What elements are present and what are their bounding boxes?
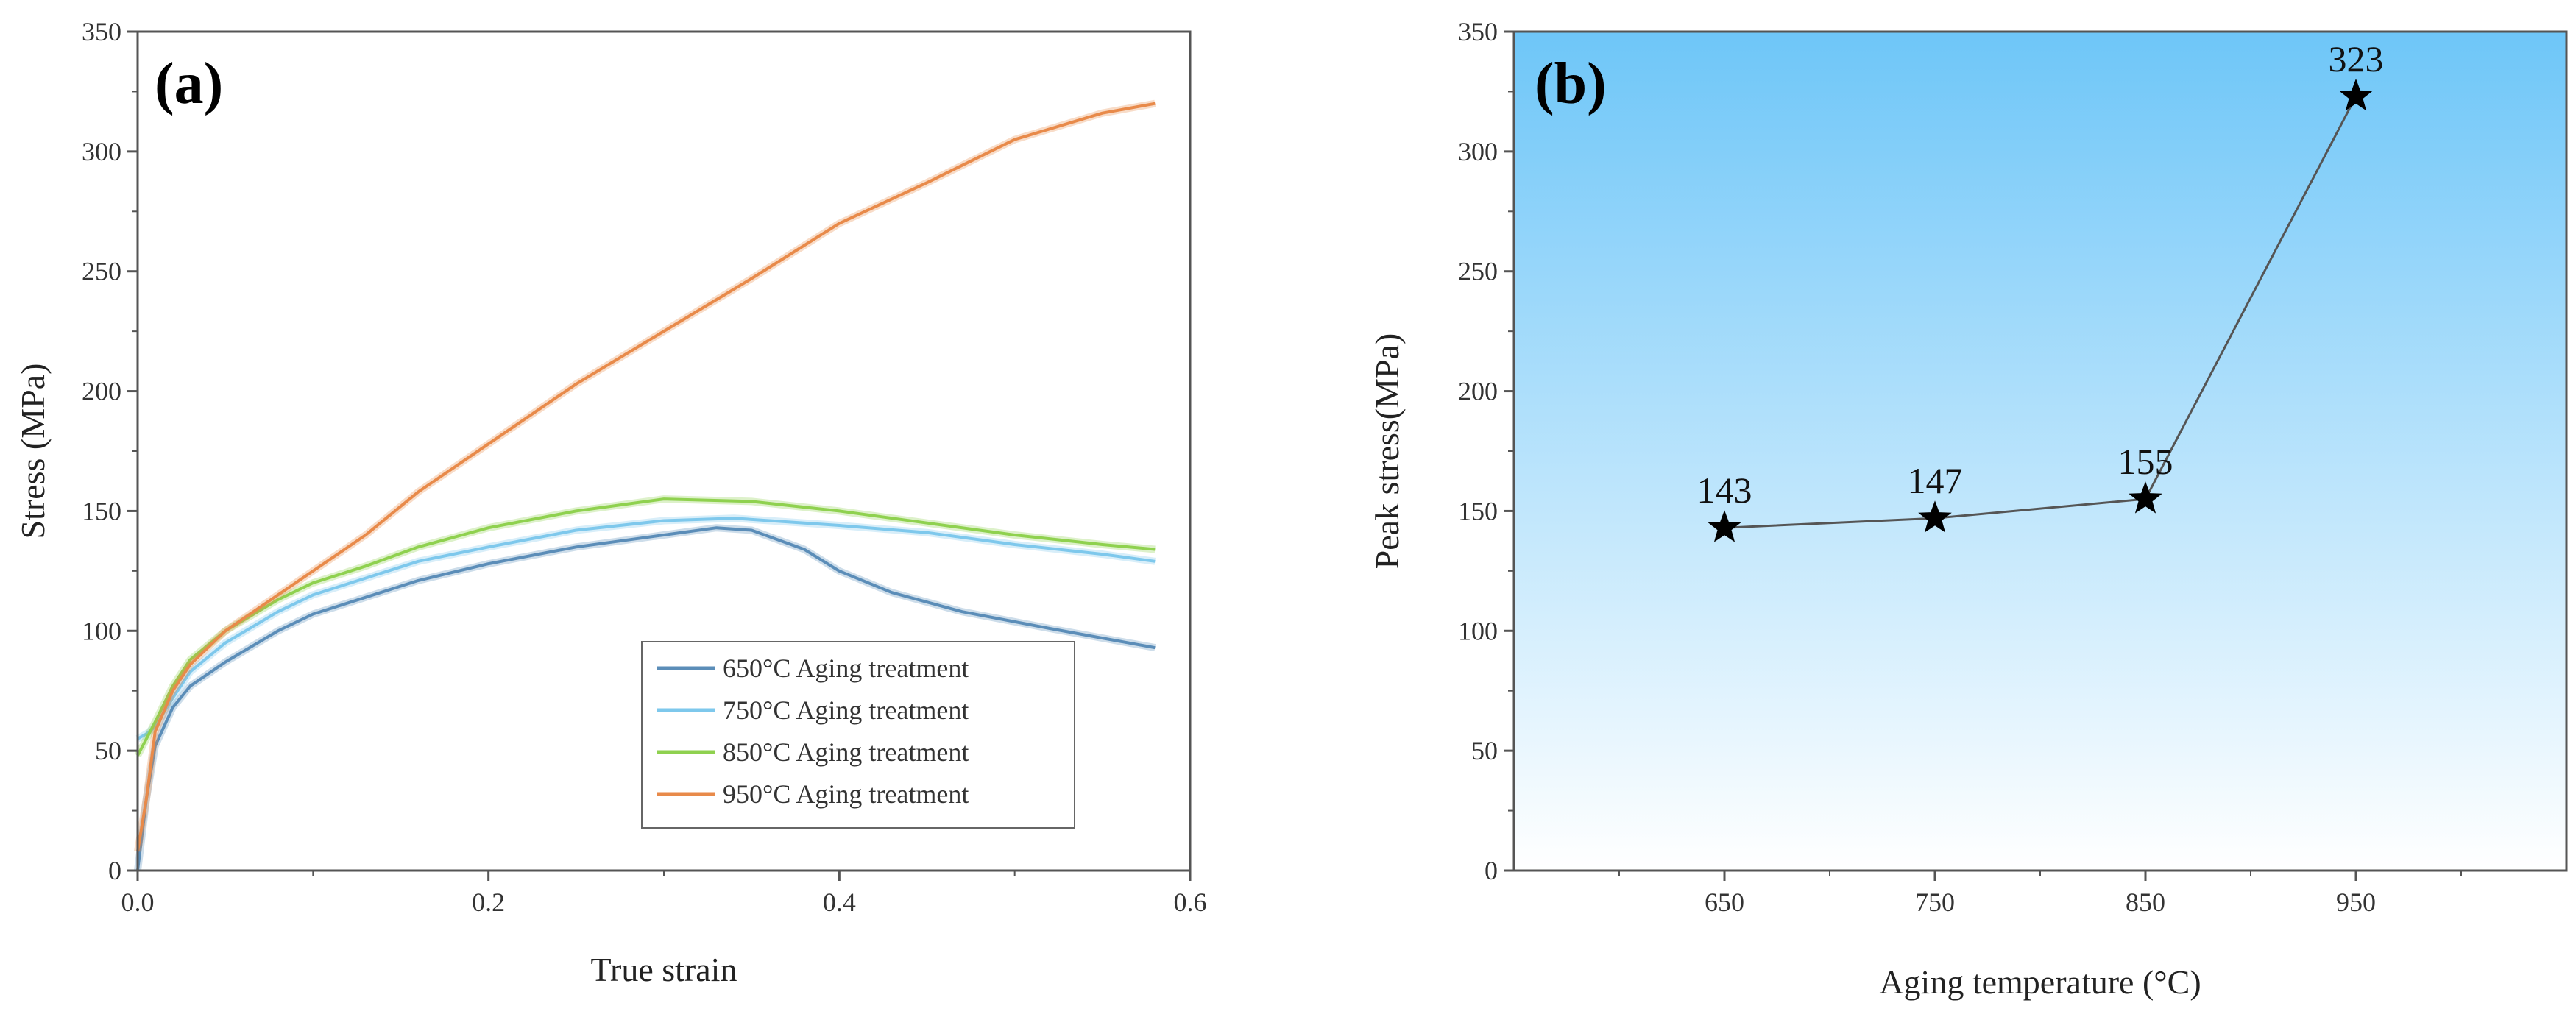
panel-a-y-tick-label: 0 — [108, 856, 121, 885]
legend-box — [641, 641, 1075, 829]
panel-b-data-label: 155 — [2118, 441, 2173, 482]
panel-b-plot-background — [1514, 32, 2566, 871]
legend-label: 750°C Aging treatment — [723, 695, 969, 725]
panel-a-x-tick-label: 0.2 — [472, 887, 505, 917]
panel-a-y-tick-label: 200 — [82, 377, 121, 406]
panel-a-y-tick-label: 250 — [82, 257, 121, 286]
panel-a-y-tick-label: 350 — [82, 17, 121, 46]
panel-a-series-line — [136, 102, 1156, 852]
panel-a-y-tick-label: 300 — [82, 137, 121, 166]
panel-b-y-tick-label: 100 — [1458, 616, 1498, 645]
panel-b-star-marker — [1708, 510, 1741, 542]
panel-b-y-tick-label: 300 — [1458, 137, 1498, 166]
panel-a-series-line — [137, 517, 1156, 740]
panel-b-star-marker — [1918, 500, 1952, 533]
panel-b-x-tick-label: 950 — [2336, 887, 2376, 917]
panel-a-label: (a) — [155, 52, 223, 116]
panel-a-x-tick-label: 0.4 — [823, 887, 856, 917]
panel-b-chart: 143 147 155 323 0 50 100 150 200 250 300 350 650 750… — [1368, 17, 2568, 1001]
panel-b-y-tick-label: 250 — [1458, 257, 1498, 286]
panel-b-y-tick-label: 150 — [1458, 496, 1498, 525]
panel-a-y-tick-label: 50 — [95, 736, 121, 765]
panel-b-data-label: 323 — [2329, 38, 2384, 79]
panel-a-x-tick-label: 0.0 — [121, 887, 155, 917]
panel-a-legend: 650°C Aging treatment 750°C Aging treatme… — [641, 641, 1075, 829]
panel-b-data-label: 147 — [1908, 460, 1963, 501]
panel-b-x-axis-title: Aging temperature (°C) — [1879, 963, 2201, 1001]
panel-b-x-tick-label: 650 — [1705, 887, 1744, 917]
panel-a-series-line — [136, 526, 1156, 871]
panel-a-x-tick-label: 0.6 — [1174, 887, 1207, 917]
panel-b-series-line — [1724, 96, 2357, 529]
panel-b-x-tick-label: 850 — [2126, 887, 2165, 917]
panel-b-star-marker — [2129, 481, 2162, 514]
legend-label: 850°C Aging treatment — [723, 737, 969, 767]
panel-a-y-axis-title: Stress (MPa) — [14, 364, 52, 539]
panel-b-x-tick-label: 750 — [1915, 887, 1955, 917]
panel-b-y-tick-label: 0 — [1485, 856, 1498, 885]
panel-b-label: (b) — [1535, 52, 1607, 116]
panel-a-series-line — [136, 497, 1156, 757]
panel-b-y-tick-label: 200 — [1458, 377, 1498, 406]
panel-b-star-marker — [2339, 78, 2373, 111]
panel-b-data-label: 143 — [1697, 470, 1752, 511]
legend-label: 950°C Aging treatment — [723, 779, 969, 809]
panel-a-x-axis-title: True strain — [591, 951, 737, 988]
panel-b-y-tick-label: 350 — [1458, 17, 1498, 46]
panel-a-y-tick-label: 100 — [82, 616, 121, 645]
panel-a-chart: 0 50 100 150 200 250 300 350 0.0 0.2 0.4 0.6 (a) Tr… — [14, 17, 1207, 988]
panel-b-y-axis-title: Peak stress(MPa) — [1368, 333, 1406, 570]
panel-a-y-tick-label: 150 — [82, 496, 121, 525]
panel-b-y-tick-label: 50 — [1471, 736, 1498, 765]
legend-label: 650°C Aging treatment — [723, 653, 969, 683]
